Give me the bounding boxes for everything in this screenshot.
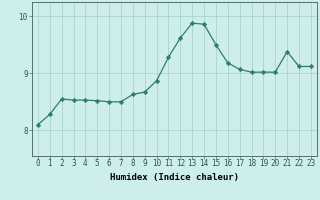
X-axis label: Humidex (Indice chaleur): Humidex (Indice chaleur) xyxy=(110,173,239,182)
